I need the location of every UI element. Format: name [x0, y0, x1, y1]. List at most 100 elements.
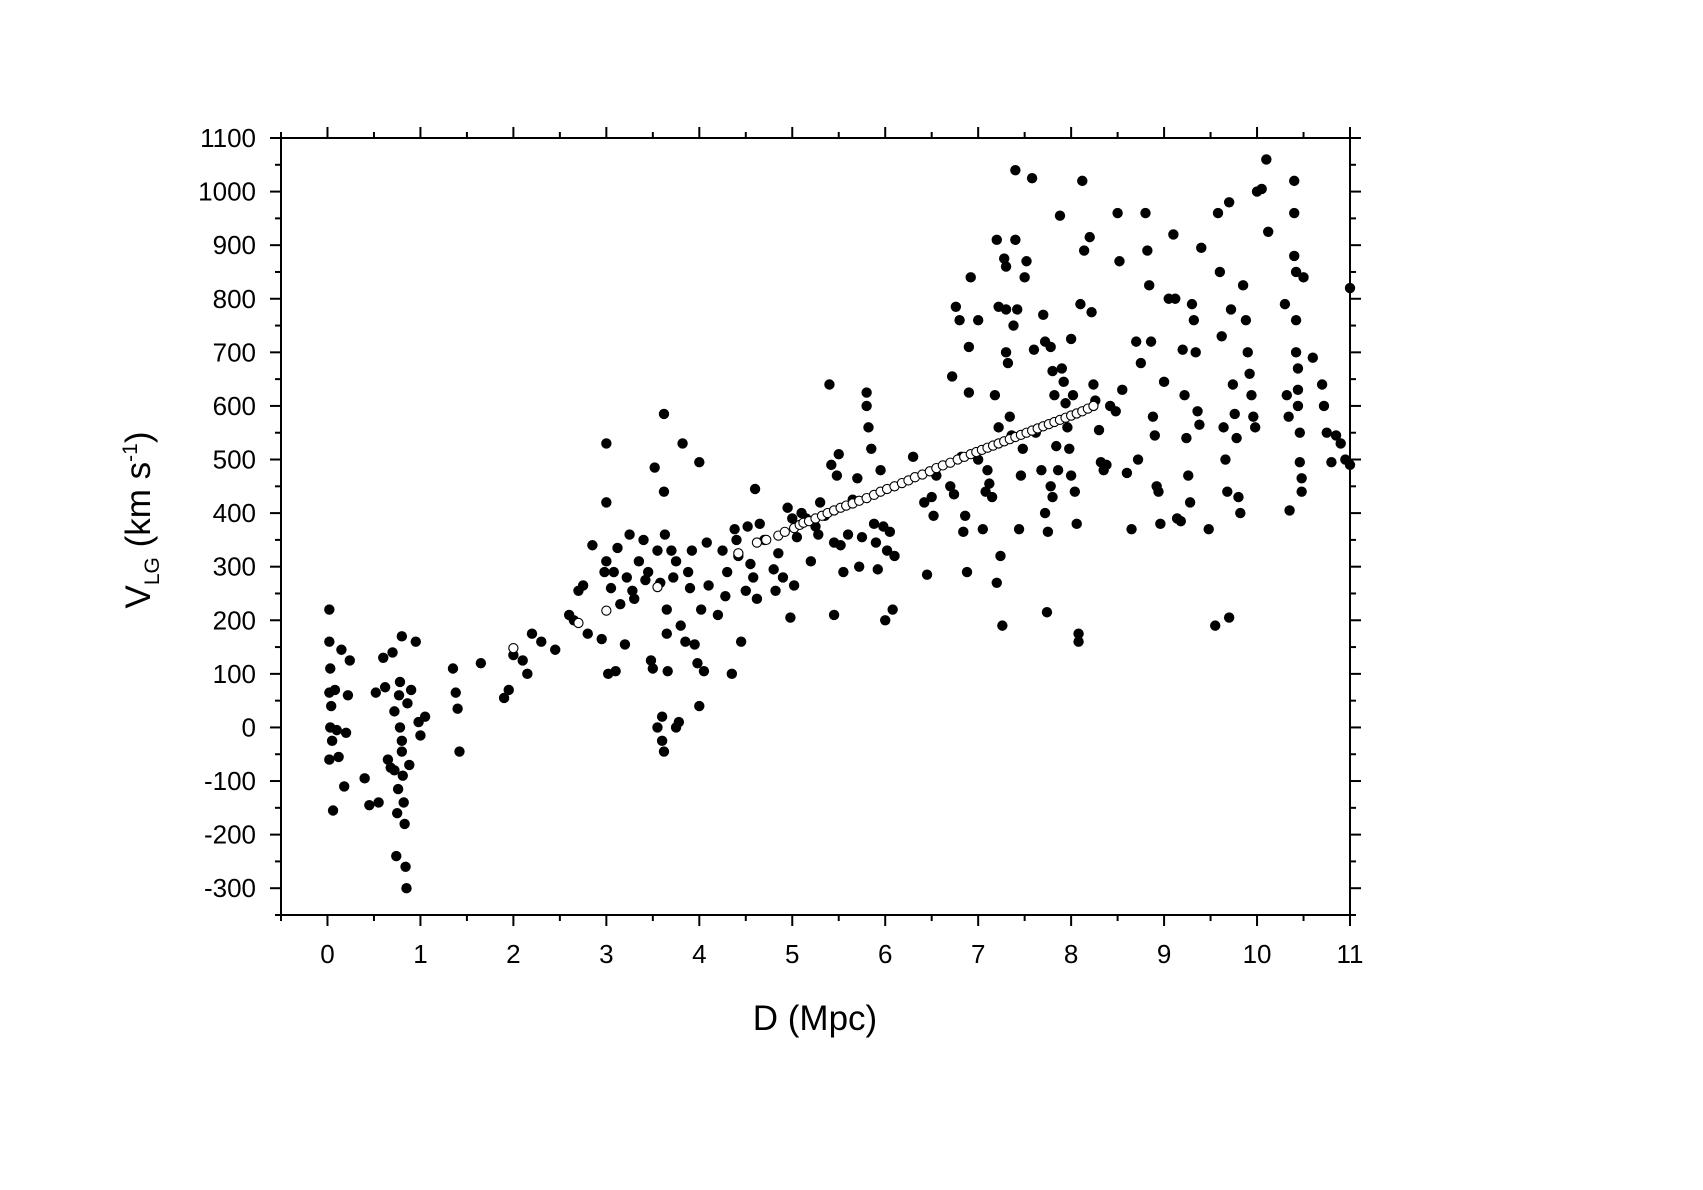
filled-data-point: [884, 526, 896, 538]
filled-data-point: [325, 700, 337, 712]
filled-data-point: [754, 518, 765, 530]
filled-data-point: [405, 684, 417, 696]
filled-data-point: [875, 465, 886, 476]
filled-data-point: [814, 497, 826, 508]
filled-data-point: [787, 513, 798, 524]
filled-data-point: [601, 438, 612, 449]
filled-data-point: [627, 585, 638, 597]
filled-data-point: [396, 631, 408, 642]
filled-data-point: [1058, 376, 1069, 388]
filled-data-point: [1045, 341, 1056, 353]
filled-data-point: [768, 564, 779, 575]
x-axis-title: D (Mpc): [753, 999, 877, 1038]
filled-data-point: [1248, 411, 1259, 422]
filled-data-point: [926, 491, 937, 503]
filled-data-point: [596, 633, 607, 645]
filled-data-point: [398, 797, 409, 808]
filled-data-point: [782, 502, 793, 513]
filled-data-point: [1220, 454, 1231, 465]
open-points-series: [508, 400, 1099, 654]
filled-data-point: [498, 692, 510, 704]
filled-data-point: [1054, 210, 1066, 221]
filled-data-point: [1294, 427, 1306, 438]
filled-data-point: [1049, 390, 1060, 401]
x-tick-label: 10: [1243, 939, 1272, 969]
filled-data-point: [720, 590, 731, 602]
filled-data-point: [1019, 272, 1030, 283]
filled-data-point: [682, 566, 694, 578]
filled-data-point: [452, 703, 463, 714]
y-tick-label: 300: [213, 552, 256, 582]
x-tick-label: 0: [320, 939, 334, 969]
filled-data-point: [1330, 430, 1342, 441]
filled-data-point: [327, 805, 339, 816]
filled-data-point: [1038, 309, 1049, 321]
filled-data-point: [828, 609, 840, 621]
filled-data-point: [1233, 491, 1244, 503]
filled-data-point: [1075, 298, 1086, 310]
filled-data-point: [645, 655, 657, 666]
y-tick-label: 0: [242, 712, 256, 742]
filled-data-point: [1294, 456, 1306, 468]
filled-data-point: [1078, 245, 1090, 256]
filled-data-point: [852, 473, 863, 484]
filled-data-point: [1170, 293, 1181, 304]
filled-data-point: [745, 558, 756, 570]
filled-data-point: [601, 556, 612, 567]
filled-data-point: [991, 234, 1002, 246]
filled-data-point: [684, 582, 696, 594]
filled-data-point: [853, 561, 865, 572]
filled-data-point: [1318, 400, 1330, 412]
filled-data-point: [1326, 456, 1337, 468]
filled-data-point: [1045, 481, 1056, 492]
filled-data-point: [972, 314, 984, 326]
filled-data-point: [945, 481, 956, 492]
filled-data-point: [324, 754, 335, 765]
filled-data-point: [881, 545, 893, 556]
filled-data-point: [394, 676, 406, 688]
filled-data-point: [831, 470, 843, 481]
filled-data-point: [1142, 245, 1153, 256]
filled-data-point: [785, 612, 796, 623]
filled-data-point: [1231, 432, 1242, 444]
filled-data-point: [1088, 379, 1099, 390]
filled-data-point: [1000, 304, 1012, 315]
filled-data-point: [364, 799, 375, 811]
filled-data-point: [1158, 376, 1170, 388]
filled-data-point: [729, 523, 740, 535]
filled-data-point: [1246, 390, 1257, 401]
x-tick-label: 9: [1157, 939, 1171, 969]
filled-data-point: [1216, 331, 1227, 342]
filled-data-point: [1290, 314, 1302, 326]
filled-data-point: [826, 459, 837, 471]
filled-data-point: [1235, 507, 1246, 519]
y-axis-title-superscript: -1: [119, 443, 142, 462]
filled-data-point: [400, 861, 411, 872]
filled-data-point: [959, 510, 971, 521]
open-data-point: [1088, 400, 1099, 412]
filled-data-point: [1010, 164, 1021, 176]
filled-data-point: [686, 545, 698, 556]
filled-data-point: [1073, 636, 1084, 647]
open-data-point: [751, 537, 763, 548]
filled-data-point: [1084, 231, 1095, 243]
filled-data-point: [692, 657, 703, 669]
filled-data-point: [712, 609, 724, 621]
filled-data-point: [1222, 486, 1233, 497]
filled-data-point: [773, 548, 784, 559]
filled-data-point: [658, 408, 670, 420]
filled-data-point: [454, 746, 465, 757]
y-tick-label: 700: [213, 337, 256, 367]
filled-data-point: [1114, 256, 1125, 267]
filled-data-point: [805, 556, 817, 567]
filled-data-point: [1144, 280, 1155, 291]
filled-data-point: [989, 390, 1001, 401]
filled-data-point: [324, 604, 335, 615]
y-axis-title-base: V: [119, 584, 158, 608]
filled-data-point: [344, 655, 355, 666]
filled-data-point: [668, 572, 679, 583]
filled-data-point: [703, 580, 714, 591]
filled-data-point: [1028, 344, 1040, 355]
filled-data-point: [868, 518, 880, 530]
